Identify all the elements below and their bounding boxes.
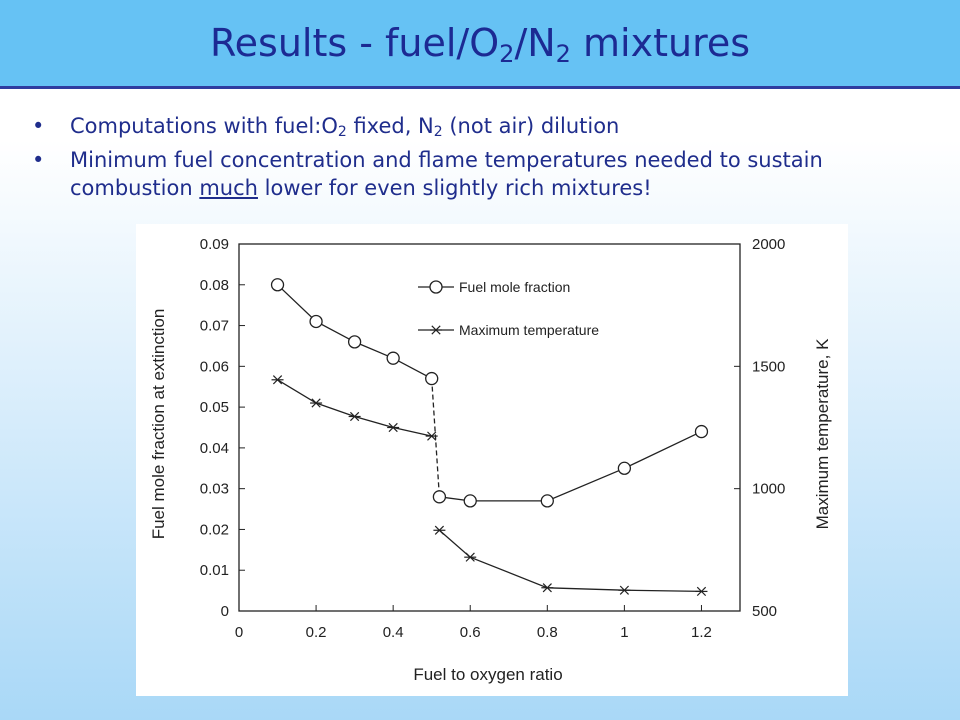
- title-sub-1: 2: [499, 40, 515, 68]
- bullet-list: • Computations with fuel:O2 fixed, N2 (n…: [32, 112, 932, 208]
- x-tick-label: 1.2: [691, 624, 712, 641]
- title-bar: [0, 0, 960, 89]
- max-temperature-point: [348, 411, 361, 422]
- legend-star-marker: [430, 325, 442, 335]
- legend-label: Maximum temperature: [459, 322, 599, 338]
- legend-label: Fuel mole fraction: [459, 279, 570, 295]
- bullet-sub: 2: [433, 124, 443, 140]
- bullet-dot: •: [32, 148, 45, 172]
- y-left-tick-label: 0.01: [200, 562, 229, 579]
- series-line-2-rich: [438, 529, 702, 593]
- star-stroke: [427, 431, 437, 441]
- x-tick-label: 0.4: [383, 624, 404, 641]
- fuel-fraction-point: [347, 335, 362, 349]
- y-left-tick-label: 0.09: [200, 236, 229, 253]
- bullet-text: fixed, N: [346, 114, 434, 138]
- bullet-sub: 2: [337, 124, 347, 140]
- star-stroke: [434, 525, 445, 535]
- bullet-text: lower for even slightly rich mixtures!: [257, 176, 652, 200]
- y-left-tick-label: 0.05: [200, 399, 229, 416]
- extinction-chart: 0 0.2 0.4 0.6 0.8 1 1.2 0 0.01 0.02 0.03 0.04 0.05 0.…: [149, 236, 832, 684]
- fuel-fraction-point: [540, 494, 554, 508]
- y-left-tick-label: 0.08: [200, 277, 229, 294]
- fuel-fraction-point: [617, 461, 632, 475]
- max-temperature-point: [271, 375, 284, 385]
- star-stroke: [465, 552, 475, 562]
- plot-frame: [238, 243, 741, 612]
- star-stroke: [431, 325, 441, 335]
- max-temperature-point: [310, 398, 323, 408]
- transition-dashed-line: [431, 378, 441, 497]
- max-temperature-point: [618, 585, 631, 595]
- title-sub-2: 2: [555, 40, 571, 68]
- y-left-tick-label: 0: [221, 603, 229, 620]
- max-temperature-point: [425, 431, 438, 441]
- y-left-tick-label: 0.03: [200, 481, 229, 498]
- legend: Fuel mole fraction Maximum temperature: [418, 279, 599, 338]
- star-stroke: [311, 398, 321, 408]
- bullet-text: (not air) dilution: [442, 114, 620, 138]
- x-tick-label: 0.8: [537, 624, 558, 641]
- series-layer: [270, 278, 709, 597]
- max-temperature-point: [433, 525, 446, 535]
- title-main: Results - fuel/O: [209, 21, 500, 65]
- x-tick-label: 0: [235, 624, 243, 641]
- fuel-fraction-point: [270, 278, 285, 292]
- bullet-text: Computations with fuel:O: [70, 114, 338, 138]
- x-tick-label: 0.2: [306, 624, 327, 641]
- star-stroke: [388, 422, 398, 433]
- fuel-fraction-point: [309, 314, 323, 329]
- fuel-fraction-point: [463, 494, 477, 508]
- star-stroke: [272, 375, 283, 385]
- series-line-1-rich: [439, 431, 702, 502]
- max-temperature-point: [695, 586, 708, 597]
- star-stroke: [696, 586, 707, 597]
- fuel-fraction-point: [386, 351, 400, 365]
- x-tick-label: 0.6: [460, 624, 481, 641]
- y-right-tick-label: 1000: [752, 481, 785, 498]
- y-left-tick-label: 0.07: [200, 318, 229, 335]
- title-tail: mixtures: [570, 21, 751, 65]
- fuel-fraction-point: [694, 424, 709, 439]
- y-left-axis-label: Fuel mole fraction at extinction: [149, 309, 168, 540]
- x-tick-label: 1: [620, 624, 628, 641]
- bullet-text: Minimum fuel concentration and flame tem…: [70, 148, 823, 200]
- page-title: Results - fuel/O2/N2 mixtures: [0, 20, 960, 66]
- series-line-1-lean: [277, 284, 433, 380]
- legend-circle-marker: [429, 280, 443, 294]
- series-line-2-lean: [277, 379, 432, 437]
- y-left-tick-label: 0.06: [200, 358, 229, 375]
- bullet-item: • Minimum fuel concentration and flame t…: [32, 146, 932, 202]
- y-right-tick-label: 2000: [752, 236, 785, 253]
- bullet-item: • Computations with fuel:O2 fixed, N2 (n…: [32, 112, 932, 140]
- y-left-tick-label: 0.04: [200, 440, 229, 457]
- title-mid: /N: [514, 21, 556, 65]
- max-temperature-point: [541, 583, 554, 593]
- y-left-tick-label: 0.02: [200, 521, 229, 538]
- star-stroke: [619, 585, 630, 595]
- star-stroke: [542, 583, 552, 593]
- bullet-emphasis: much: [199, 176, 258, 200]
- star-stroke: [349, 411, 360, 422]
- axes-layer: 0 0.2 0.4 0.6 0.8 1 1.2 0 0.01 0.02 0.03 0.04 0.05 0.…: [200, 236, 786, 641]
- fuel-fraction-point: [432, 490, 447, 504]
- y-right-tick-label: 1500: [752, 358, 785, 375]
- fuel-fraction-point: [425, 371, 439, 386]
- x-axis-label: Fuel to oxygen ratio: [413, 665, 562, 684]
- y-right-tick-label: 500: [752, 603, 777, 620]
- max-temperature-point: [387, 422, 400, 433]
- max-temperature-point: [464, 552, 477, 562]
- y-right-axis-label: Maximum temperature, K: [813, 338, 832, 529]
- bullet-dot: •: [32, 114, 45, 138]
- chart-panel: 0 0.2 0.4 0.6 0.8 1 1.2 0 0.01 0.02 0.03 0.04 0.05 0.…: [136, 224, 848, 696]
